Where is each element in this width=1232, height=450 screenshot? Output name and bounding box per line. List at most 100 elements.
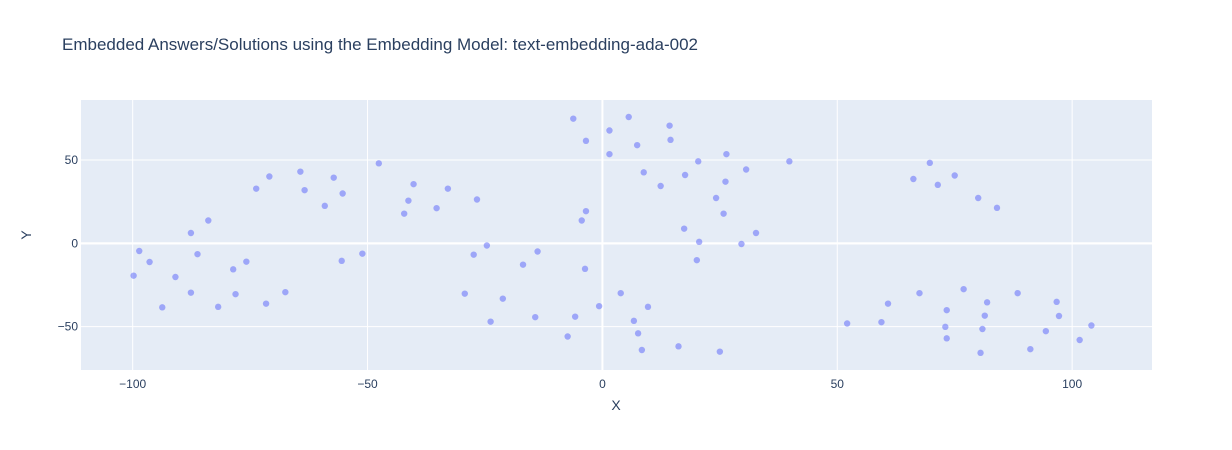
data-point bbox=[187, 289, 195, 296]
data-point bbox=[375, 160, 383, 167]
data-point bbox=[146, 258, 153, 266]
data-point bbox=[359, 250, 366, 257]
data-point bbox=[738, 240, 745, 248]
x-tick-label: −100 bbox=[119, 377, 146, 391]
data-point bbox=[695, 238, 703, 246]
data-point bbox=[581, 265, 589, 273]
data-point bbox=[960, 285, 967, 293]
data-point bbox=[722, 178, 729, 185]
y-tick-label: −50 bbox=[58, 320, 79, 334]
data-point bbox=[1088, 322, 1095, 329]
data-point bbox=[634, 330, 642, 337]
data-point bbox=[339, 190, 346, 197]
x-tick-label: −50 bbox=[357, 377, 378, 391]
data-point bbox=[680, 225, 688, 232]
data-point bbox=[1027, 345, 1034, 353]
data-point bbox=[742, 166, 750, 173]
data-point bbox=[617, 289, 624, 297]
data-point bbox=[172, 273, 179, 281]
data-point bbox=[321, 202, 328, 210]
data-point bbox=[1014, 289, 1021, 297]
data-point bbox=[301, 186, 308, 194]
data-point bbox=[786, 158, 793, 165]
x-axis-title: X bbox=[611, 397, 621, 413]
plot-area bbox=[81, 100, 1152, 370]
data-point bbox=[214, 303, 222, 311]
data-point bbox=[232, 290, 239, 298]
data-point bbox=[666, 122, 673, 129]
data-point bbox=[716, 348, 724, 355]
data-point bbox=[878, 318, 885, 326]
data-point bbox=[916, 289, 923, 297]
data-point bbox=[981, 312, 988, 319]
data-point bbox=[499, 295, 507, 302]
data-point bbox=[564, 333, 571, 340]
data-point bbox=[282, 288, 289, 296]
data-point bbox=[297, 168, 304, 175]
data-point bbox=[444, 185, 452, 192]
data-point bbox=[926, 159, 934, 167]
data-point bbox=[910, 175, 917, 183]
data-point bbox=[640, 169, 647, 176]
data-point bbox=[571, 313, 579, 320]
data-point bbox=[532, 313, 539, 321]
data-point bbox=[943, 306, 950, 314]
x-tick-label: 50 bbox=[831, 377, 845, 391]
data-point bbox=[570, 115, 577, 122]
data-point bbox=[977, 349, 984, 357]
y-axis-title: Y bbox=[18, 230, 34, 240]
data-point bbox=[338, 257, 345, 265]
data-point bbox=[470, 251, 477, 258]
data-point bbox=[461, 290, 468, 297]
data-point bbox=[974, 194, 982, 202]
data-point bbox=[720, 210, 727, 217]
data-point bbox=[983, 299, 991, 306]
data-point bbox=[159, 304, 166, 311]
data-point bbox=[483, 242, 491, 249]
data-point bbox=[884, 300, 892, 307]
data-point bbox=[942, 323, 949, 331]
data-point bbox=[582, 137, 590, 145]
data-point bbox=[693, 256, 701, 264]
data-point bbox=[405, 197, 412, 204]
data-point bbox=[843, 320, 851, 327]
data-point bbox=[695, 158, 702, 165]
data-point bbox=[400, 210, 408, 217]
data-point bbox=[1076, 336, 1083, 344]
data-point bbox=[712, 194, 720, 202]
y-axis-ticks: −50 0 50 bbox=[58, 153, 79, 334]
y-tick-label: 50 bbox=[65, 153, 79, 167]
data-point bbox=[667, 136, 674, 144]
data-point bbox=[578, 217, 585, 224]
data-point bbox=[993, 204, 1001, 212]
data-point bbox=[657, 182, 664, 190]
data-point bbox=[266, 173, 273, 180]
y-tick-label: 0 bbox=[71, 236, 78, 250]
data-point bbox=[330, 174, 337, 181]
data-point bbox=[1042, 327, 1050, 335]
x-tick-label: 100 bbox=[1062, 377, 1082, 391]
data-point bbox=[487, 318, 494, 325]
data-point bbox=[979, 325, 986, 333]
data-point bbox=[595, 302, 603, 310]
data-point bbox=[606, 150, 613, 158]
data-point bbox=[136, 247, 143, 255]
x-tick-label: 0 bbox=[599, 377, 606, 391]
data-point bbox=[410, 180, 417, 188]
data-point bbox=[205, 217, 212, 224]
data-point bbox=[675, 343, 682, 350]
data-point bbox=[582, 207, 590, 215]
data-point bbox=[1055, 312, 1063, 320]
data-point bbox=[606, 127, 613, 134]
data-point bbox=[519, 261, 527, 268]
data-point bbox=[187, 229, 195, 237]
chart-title: Embedded Answers/Solutions using the Emb… bbox=[62, 35, 698, 54]
data-point bbox=[253, 185, 260, 192]
data-point bbox=[243, 258, 250, 265]
data-point bbox=[633, 141, 641, 149]
data-point bbox=[638, 346, 646, 354]
data-point bbox=[951, 172, 958, 179]
data-point bbox=[752, 229, 760, 237]
data-point bbox=[723, 150, 730, 158]
